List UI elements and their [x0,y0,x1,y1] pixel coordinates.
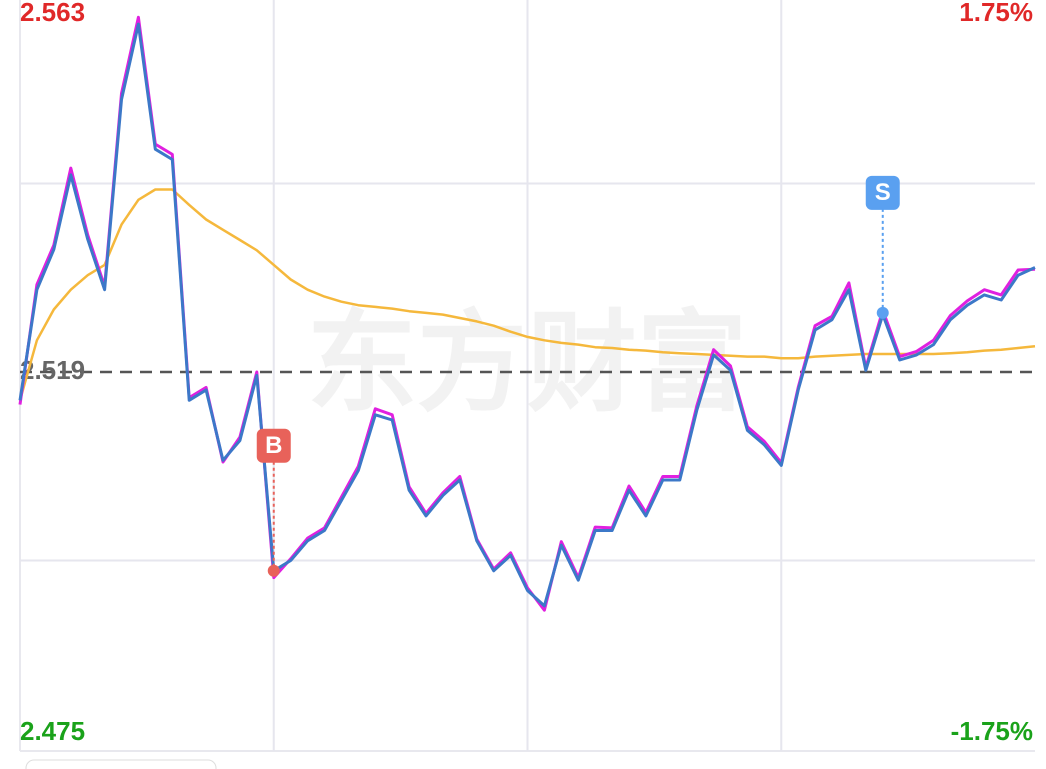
y2-tick-label: 1.75% [959,0,1033,27]
tab-edge [25,759,217,769]
marker-label: B [265,432,282,459]
y2-tick-label: -1.75% [951,716,1033,746]
marker-badge [256,428,291,463]
price-line [18,22,1036,608]
price-line [18,188,1036,401]
y-tick-label: 2.563 [20,0,85,27]
y-tick-label: 2.475 [20,716,85,746]
marker-label: S [875,179,891,206]
trade-marker [876,306,889,319]
trade-marker [267,564,280,577]
marker-badge [865,175,900,210]
